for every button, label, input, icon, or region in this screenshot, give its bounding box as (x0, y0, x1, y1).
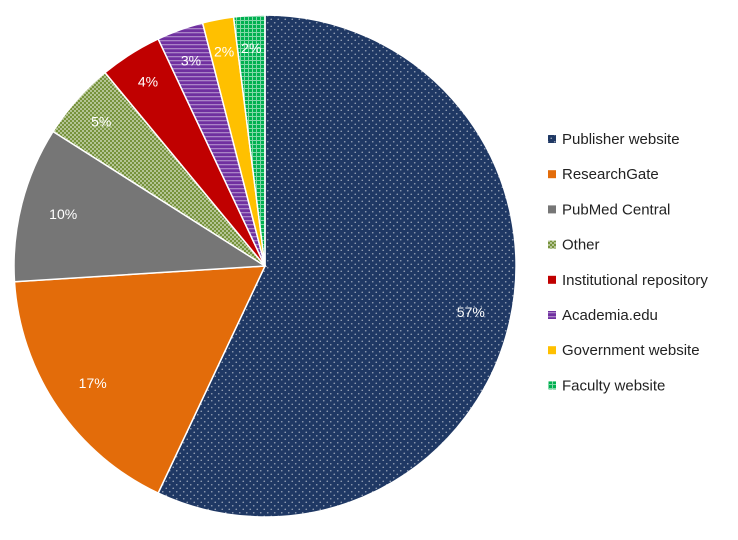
legend-item-pubmed-central: PubMed Central (548, 201, 670, 218)
legend-label-other: Other (562, 237, 600, 254)
legend-label-government-website: Government website (562, 342, 700, 359)
pie-slice-faculty-website (232, 14, 266, 267)
legend-label-pubmed-central: PubMed Central (562, 201, 670, 218)
data-label-researchgate: 17% (79, 375, 107, 391)
legend-label-publisher-website: Publisher website (562, 131, 680, 148)
legend-swatch-pubmed-central (548, 205, 556, 214)
legend-label-academia-edu: Academia.edu (562, 307, 658, 324)
pie-slice-publisher-website (157, 14, 517, 518)
legend-swatch-institutional-repository (548, 275, 556, 284)
data-label-institutional-repository: 4% (138, 74, 158, 90)
legend-item-faculty-website: Faculty website (548, 377, 665, 394)
legend-swatch-other (548, 240, 556, 249)
pie-data-labels: 57% 17% 10% 5% 4% 3% 2% 2% (49, 40, 485, 391)
legend-swatch-academia-edu (548, 311, 556, 319)
legend-item-institutional-repository: Institutional repository (548, 272, 708, 289)
legend-item-government-website: Government website (548, 342, 700, 359)
legend-swatch-faculty-website (548, 381, 556, 390)
legend-item-other: Other (548, 237, 600, 254)
legend-label-institutional-repository: Institutional repository (562, 272, 708, 289)
legend-item-publisher-website: Publisher website (548, 131, 680, 148)
legend-label-researchgate: ResearchGate (562, 166, 659, 183)
data-label-government-website: 2% (214, 44, 234, 60)
legend: Publisher website ResearchGate PubMed Cent… (548, 131, 708, 394)
data-label-faculty-website: 2% (241, 40, 261, 56)
legend-swatch-publisher-website (548, 135, 556, 143)
pie-slice-pubmed-central (13, 130, 268, 283)
data-label-other: 5% (91, 114, 111, 130)
data-label-academia-edu: 3% (181, 53, 201, 69)
data-label-publisher-website: 57% (457, 304, 485, 320)
data-label-pubmed-central: 10% (49, 206, 77, 222)
legend-item-researchgate: ResearchGate (548, 166, 659, 183)
legend-label-faculty-website: Faculty website (562, 377, 665, 394)
legend-item-academia-edu: Academia.edu (548, 307, 658, 324)
pie-slices (13, 14, 517, 518)
legend-swatch-researchgate (548, 170, 556, 179)
legend-swatch-government-website (548, 346, 556, 355)
pie-slice-researchgate (13, 265, 267, 495)
